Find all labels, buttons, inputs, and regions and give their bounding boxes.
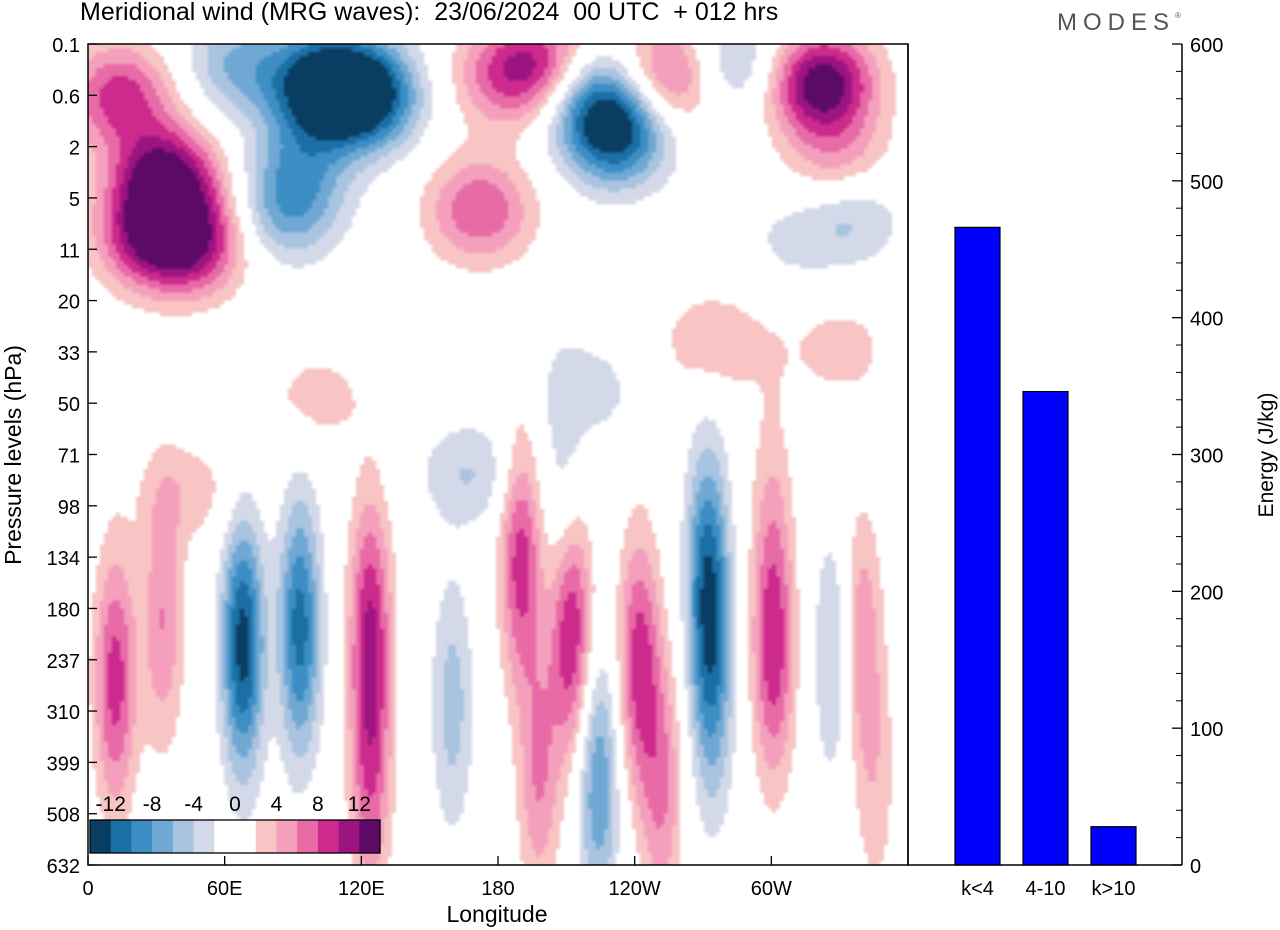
colorbar-label: 12: [348, 793, 371, 816]
y-tick-label: 508: [47, 805, 80, 827]
colorbar-swatch: [193, 820, 215, 853]
y-tick-label: 134: [47, 548, 80, 570]
colorbar-label: -4: [184, 793, 203, 816]
energy-axis-label: Energy (J/kg): [1255, 393, 1278, 518]
y-tick-label: 310: [47, 702, 80, 724]
colorbar-swatch: [297, 820, 319, 853]
y-axis-label: Pressure levels (hPa): [0, 345, 26, 565]
energy-tick-label: 500: [1190, 172, 1223, 194]
y-tick-label: 0.1: [52, 35, 80, 57]
colorbar-swatch: [90, 820, 112, 853]
y-tick-label: 237: [47, 651, 80, 673]
energy-bars: k<4 4-10 k>10: [954, 226, 1137, 900]
x-tick-label: 60W: [751, 878, 792, 900]
y-tick-label: 180: [47, 599, 80, 621]
y-tick-label: 33: [58, 343, 80, 365]
colorbar-swatch: [152, 820, 174, 853]
colorbar-swatch: [110, 820, 132, 853]
x-tick-label: 120E: [338, 878, 385, 900]
modes-logo: MODES®: [1057, 9, 1181, 37]
colorbar-label: 0: [229, 793, 241, 816]
pressure-axis: 0.1 0.6 2 5 11 20 33 50 71 98 134 180 237 310 399 508 63…: [47, 35, 97, 878]
energy-tick-label: 200: [1190, 582, 1223, 604]
y-tick-label: 20: [58, 292, 80, 314]
x-axis-label: Longitude: [446, 901, 547, 927]
y-tick-label: 11: [59, 240, 80, 262]
colorbar-label: -12: [96, 793, 126, 816]
energy-bar: [954, 226, 1001, 866]
bar-category-label: 4-10: [1025, 878, 1065, 900]
bar-category-label: k<4: [961, 878, 994, 900]
y-tick-label: 399: [47, 753, 80, 775]
x-tick-label: 180: [481, 878, 514, 900]
energy-bar: [1090, 826, 1137, 866]
energy-tick-label: 400: [1190, 309, 1223, 331]
colorbar-swatch: [235, 820, 257, 853]
colorbar: -12 -8 -4 0 4 8 12: [89, 793, 381, 854]
energy-axis: 0 100 200 300 400 500 600: [1172, 35, 1223, 878]
colorbar-swatch: [255, 820, 277, 853]
colorbar-swatch: [359, 820, 381, 853]
x-tick-label: 60E: [207, 878, 243, 900]
energy-tick-label: 600: [1190, 35, 1223, 57]
energy-tick-label: 0: [1190, 856, 1201, 878]
x-tick-label: 120W: [609, 878, 661, 900]
energy-bar-panel: k<4 4-10 k>10 0 100 200 300 400 500 600 Energy (…: [907, 35, 1278, 900]
energy-tick-label: 100: [1190, 719, 1223, 741]
colorbar-swatch: [338, 820, 360, 853]
energy-bar: [1022, 390, 1069, 866]
y-tick-label: 0.6: [52, 86, 80, 108]
colorbar-swatch: [214, 820, 236, 853]
logo-mark-icon: ®: [1175, 11, 1181, 20]
chart-title: Meridional wind (MRG waves): 23/06/2024 …: [80, 0, 779, 26]
energy-tick-label: 300: [1190, 446, 1223, 468]
logo-text: MODES: [1057, 9, 1176, 36]
y-tick-label: 71: [58, 446, 80, 468]
colorbar-label: 8: [312, 793, 324, 816]
y-tick-label: 632: [47, 856, 80, 878]
colorbar-label: -8: [143, 793, 162, 816]
wind-field-image: [88, 44, 908, 865]
colorbar-frame: [89, 819, 381, 854]
hovmoller-panel: 0.1 0.6 2 5 11 20 33 50 71 98 134 180 237 310 399 508 63…: [0, 35, 909, 927]
y-tick-label: 5: [69, 189, 80, 211]
colorbar-swatch: [131, 820, 153, 853]
y-tick-label: 2: [69, 138, 80, 160]
y-tick-label: 50: [58, 394, 80, 416]
colorbar-label: 4: [271, 793, 283, 816]
bar-category-label: k>10: [1092, 878, 1136, 900]
colorbar-swatch: [276, 820, 298, 853]
longitude-axis: 0 60E 120E 180 120W 60W: [82, 856, 792, 900]
y-tick-label: 98: [58, 497, 80, 519]
colorbar-swatch: [317, 820, 339, 853]
colorbar-swatch: [172, 820, 194, 853]
x-tick-label: 0: [82, 878, 93, 900]
